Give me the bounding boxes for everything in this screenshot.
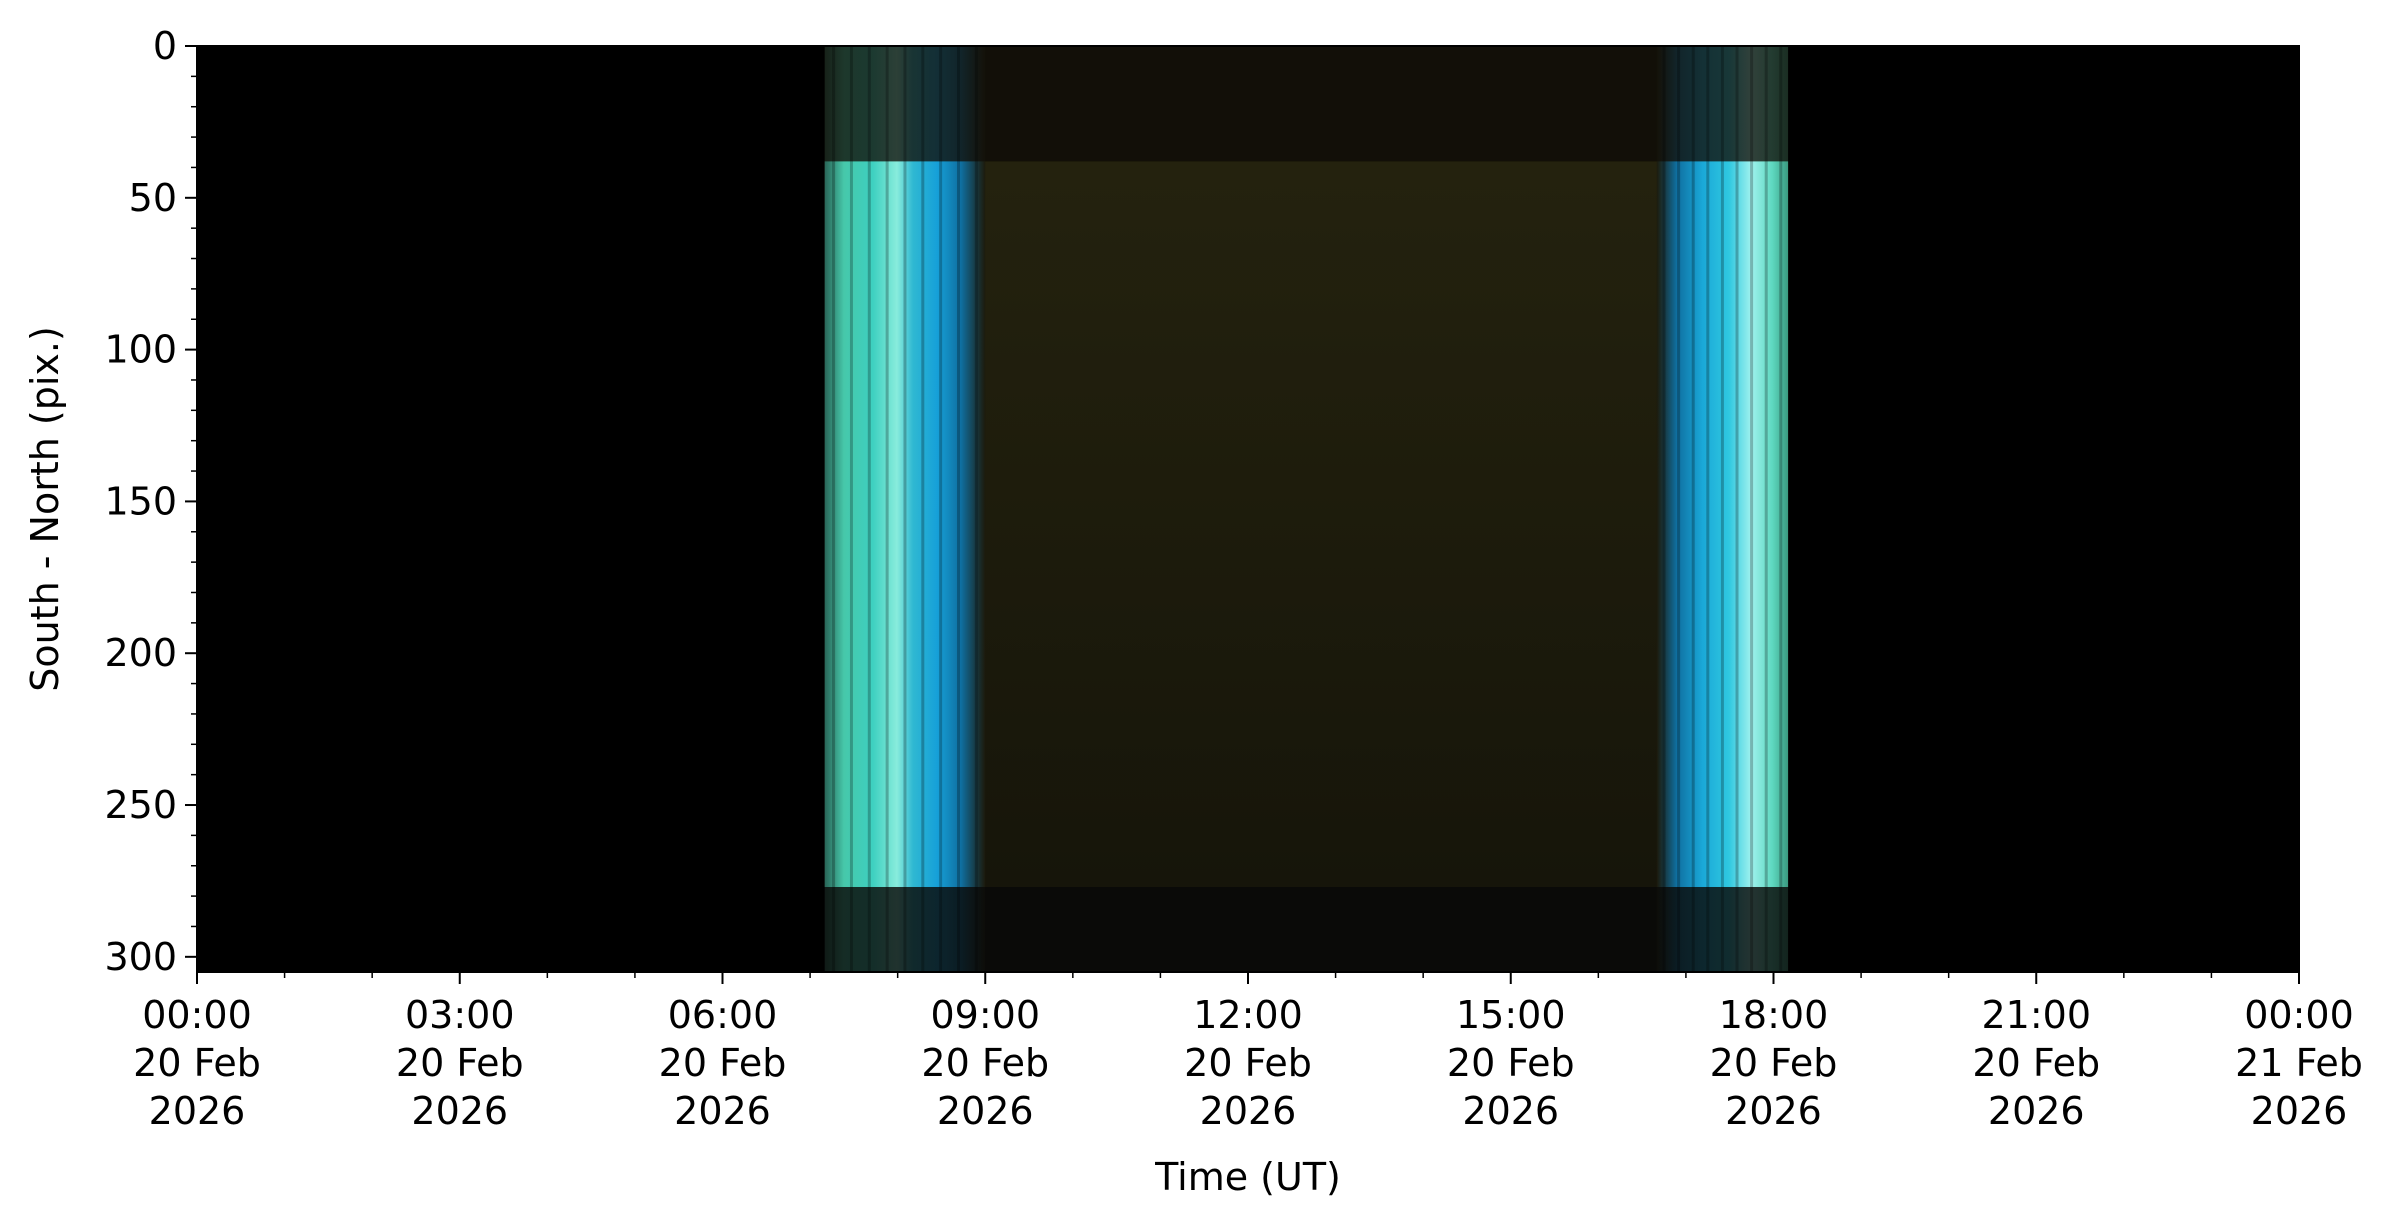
x-tick-label: 12:00 20 Feb 2026 [1184,993,1312,1133]
x-tick-label: 09:00 20 Feb 2026 [921,993,1049,1133]
twilight-band [824,161,986,887]
twilight-band-top [824,46,986,162]
y-tick-label: 150 [104,479,177,523]
x-axis-label: Time (UT) [1154,1155,1341,1199]
twilight-band-bottom [1656,886,1789,972]
x-tick-label: 18:00 20 Feb 2026 [1710,993,1838,1133]
y-tick-label: 100 [104,328,177,372]
y-tick-label: 300 [104,935,177,979]
x-tick-label: 15:00 20 Feb 2026 [1447,993,1575,1133]
twilight-band-top [1656,46,1789,162]
x-tick-label: 21:00 20 Feb 2026 [1972,993,2100,1133]
x-tick-label: 03:00 20 Feb 2026 [396,993,524,1133]
x-axis: 00:00 20 Feb 2026 03:00 20 Feb 2026 06:00 20 Fe… [133,972,2363,1133]
y-axis-label: South - North (pix.) [23,326,67,692]
y-axis: 0 50 100 150 200 250 300 [104,24,197,979]
y-tick-label: 0 [153,24,177,68]
x-tick-label: 00:00 20 Feb 2026 [133,993,261,1133]
y-tick-label: 50 [129,176,177,220]
plot-area [196,45,2300,973]
x-tick-label: 06:00 20 Feb 2026 [659,993,787,1133]
twilight-band-bottom [824,886,986,972]
y-tick-label: 200 [104,631,177,675]
y-tick-label: 250 [104,783,177,827]
twilight-band [1656,161,1789,887]
x-tick-label: 00:00 21 Feb 2026 [2235,993,2363,1133]
